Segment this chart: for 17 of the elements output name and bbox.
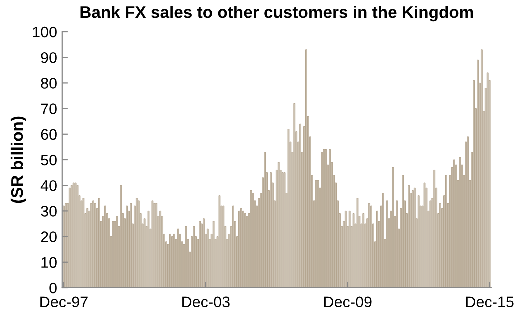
x-tick-label: Dec-97 — [40, 296, 88, 308]
y-tick-label: 0 — [50, 282, 57, 294]
chart-title: Bank FX sales to other customers in the Kingdom — [80, 6, 474, 22]
y-tick-label: 10 — [42, 257, 57, 268]
x-tick-label: Dec-15 — [466, 296, 514, 308]
y-tick-label: 40 — [40, 180, 57, 192]
y-tick-label: 90 — [41, 52, 57, 64]
x-tick-label: Dec-03 — [182, 296, 230, 308]
y-tick-label: 20 — [41, 232, 57, 242]
y-tick-label: 100 — [33, 26, 57, 38]
y-tick-label: 80 — [41, 78, 57, 89]
y-axis-title: (SR billion) — [10, 116, 26, 204]
y-tick-label: 30 — [41, 206, 57, 217]
x-tick-label: Dec-09 — [324, 296, 372, 308]
y-tick-label: 70 — [41, 104, 57, 114]
y-tick-label: 50 — [41, 154, 57, 166]
y-tick-label: 60 — [41, 129, 57, 140]
